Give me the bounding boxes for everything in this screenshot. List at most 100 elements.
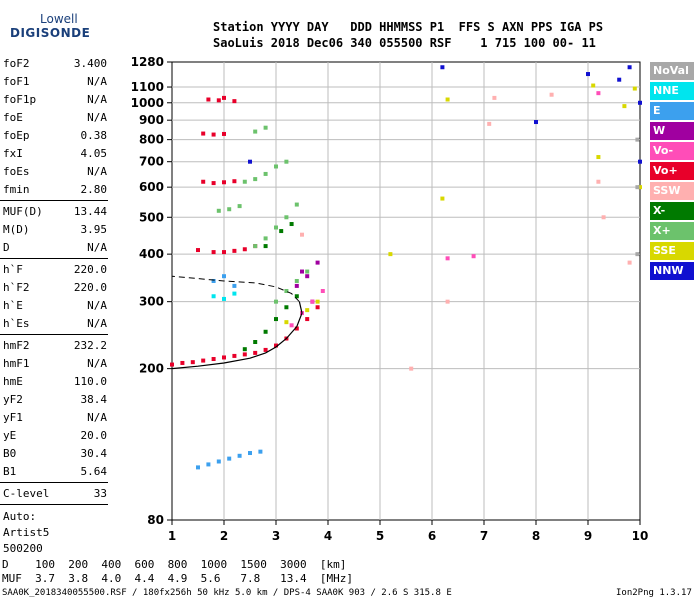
echo-point [627,260,632,265]
x-tick-label: 2 [220,529,228,543]
echo-point [232,353,237,358]
echo-point [596,179,601,184]
echo-point [300,232,304,237]
y-tick-label: 80 [147,513,164,527]
logo-digisonde: DIGISONDE [10,26,91,40]
param-b0: B0 30.4 [3,445,107,463]
echo-point [222,296,226,301]
echo-point [201,131,206,136]
echo-point [222,355,226,360]
param-value: 220.0 [73,281,107,294]
param-label: fxI [3,147,23,160]
panel-divider [0,200,108,201]
echo-point [242,179,247,184]
param-m-d: M(D) 3.95 [3,221,107,239]
param-label: h`Es [3,317,30,330]
param-fmin: fmin 2.80 [3,181,107,199]
param-value: N/A [87,75,107,88]
legend-item-vo-: Vo- [650,142,694,160]
echo-point [638,159,642,164]
param-value: N/A [87,411,107,424]
param-muf-d: MUF(D) 13.44 [3,203,107,221]
param-label: h`E [3,299,23,312]
echo-point [190,360,195,365]
y-tick-label: 1280 [131,55,164,69]
y-tick-label: 400 [139,247,164,261]
legend-item-w: W [650,122,694,140]
param-label: D [3,241,10,254]
echo-point [222,250,226,255]
echo-point [274,164,278,169]
legend-item-e: E [650,102,694,120]
x-tick-label: 9 [584,529,592,543]
param-value: 13.44 [73,205,107,218]
param-label: hmE [3,375,23,388]
x-tick-label: 7 [480,529,488,543]
echo-point [248,451,252,456]
param-value: 30.4 [80,447,108,460]
param-value: N/A [87,357,107,370]
param-foes: foEs N/A [3,163,107,181]
echo-point [216,208,221,213]
y-tick-label: 200 [139,362,164,376]
echo-point [232,248,237,253]
param-foep: foEp 0.38 [3,127,107,145]
echo-point [242,247,247,252]
echo-point [211,181,216,186]
param-value: 0.38 [80,129,108,142]
ionogram-chart: 80 200 300 400 500 600 700 800 900 1000 1100 1280 1… [131,55,649,543]
echo-point [445,97,450,102]
x-tick-label: 10 [632,529,649,543]
param-fof1p: foF1p N/A [3,91,107,109]
param-h-f2: h`F2 220.0 [3,279,107,297]
echo-point [638,100,642,105]
legend-item-sse: SSE [650,242,694,260]
echo-point [638,185,642,190]
echo-point [635,185,640,190]
param-fxi: fxI 4.05 [3,145,107,163]
echo-point [617,77,622,82]
echo-point [211,294,216,299]
echo-point [440,196,445,201]
header-labels: Station YYYY DAY DDD HHMMSS P1 FFS S AXN… [213,20,604,34]
echo-point [274,299,278,304]
echo-point [596,155,601,160]
echo-point [211,357,216,362]
echo-point [445,299,450,304]
echo-point [263,171,268,176]
param-value: N/A [87,165,107,178]
echo-point [196,248,200,253]
y-tick-label: 300 [139,295,164,309]
y-tick-label: 900 [139,113,164,127]
echo-point [242,352,247,357]
param-c-level: C-level 33 [3,485,107,503]
auto-line: 500200 [3,542,43,555]
echo-point [445,256,450,261]
param-value: N/A [87,111,107,124]
echo-point [274,225,278,230]
profile-dashed-extension [171,275,300,303]
param-label: h`F [3,263,23,276]
param-label: h`F2 [3,281,30,294]
echo-point [222,95,226,100]
param-label: foEp [3,129,30,142]
param-value: N/A [87,241,107,254]
panel-divider [0,258,108,259]
x-tick-label: 4 [324,529,332,543]
param-hmf1: hmF1 N/A [3,355,107,373]
param-hme: hmE 110.0 [3,373,107,391]
param-hmf2: hmF2 232.2 [3,337,107,355]
echo-point [206,97,211,102]
echo-point [310,299,315,304]
param-fof1: foF1 N/A [3,73,107,91]
param-label: MUF(D) [3,205,43,218]
param-value: 4.05 [80,147,108,160]
y-axis: 80 200 300 400 500 600 700 800 900 1000 1100 1280 [131,55,172,527]
panel-divider [0,504,108,505]
param-d: D N/A [3,239,107,257]
echo-point [305,317,310,322]
echo-point [216,459,221,464]
param-value: 33 [93,487,107,500]
echo-point [492,95,497,100]
echo-point [263,236,268,241]
